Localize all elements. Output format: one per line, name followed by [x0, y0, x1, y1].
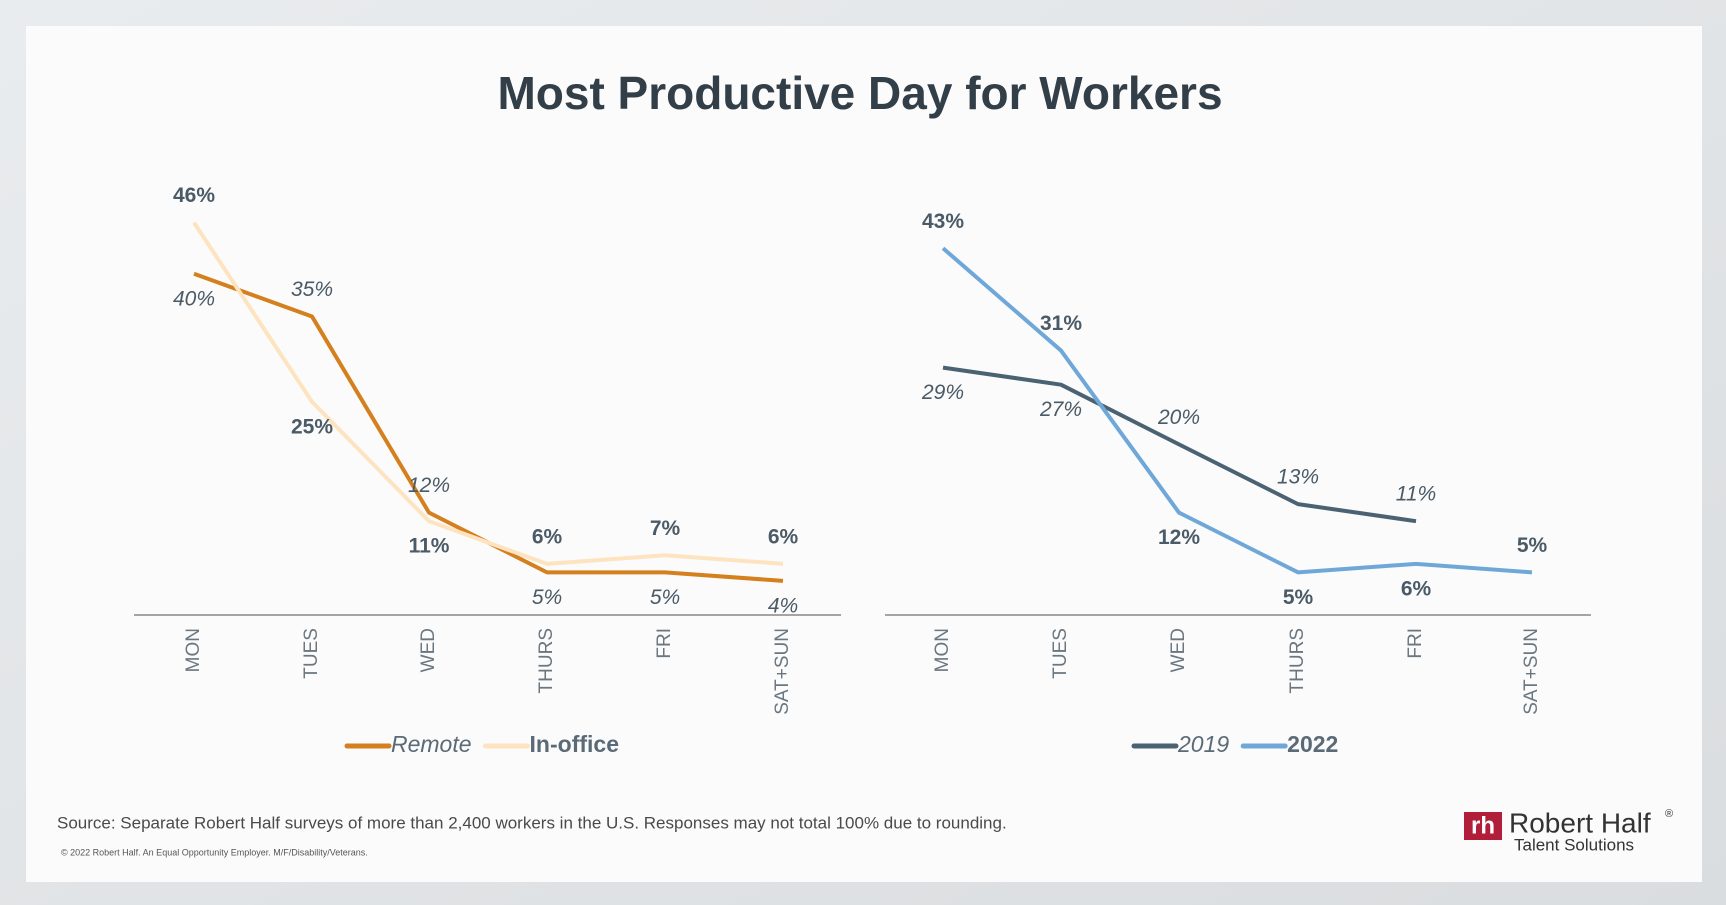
- data-label: 12%: [1158, 526, 1200, 549]
- data-label: 31%: [1040, 312, 1082, 335]
- legend-label: 2022: [1287, 731, 1338, 757]
- data-label: 6%: [532, 525, 563, 548]
- data-label: 27%: [1039, 398, 1082, 421]
- data-label: 4%: [768, 594, 798, 617]
- data-label: 46%: [173, 184, 215, 207]
- data-label: 40%: [173, 287, 215, 310]
- data-label: 5%: [1283, 586, 1314, 609]
- data-label: 25%: [291, 415, 333, 438]
- legend-label: 2019: [1177, 731, 1229, 757]
- source: Source: Separate Robert Half surveys of …: [57, 813, 1007, 832]
- x-tick-label: MON: [183, 628, 204, 672]
- x-tick-label: FRI: [1405, 628, 1426, 659]
- data-label: 12%: [408, 474, 450, 497]
- logo-registered: ®: [1665, 808, 1673, 820]
- data-label: 6%: [768, 525, 799, 548]
- data-label: 11%: [1396, 483, 1436, 506]
- legend-label: Remote: [391, 731, 472, 757]
- x-tick-label: THURS: [1287, 628, 1308, 693]
- data-label: 6%: [1401, 577, 1432, 600]
- data-label: 13%: [1277, 466, 1319, 489]
- logo-mark: rh: [1471, 812, 1495, 839]
- series-line: [192, 221, 784, 566]
- series-line: [941, 246, 1533, 575]
- x-tick-label: SAT+SUN: [1521, 628, 1542, 715]
- series-line: [942, 365, 1417, 524]
- x-tick-label: WED: [1168, 628, 1189, 672]
- data-label: 5%: [1517, 534, 1548, 557]
- data-label: 7%: [650, 517, 681, 540]
- data-label: 43%: [922, 210, 964, 233]
- data-label: 5%: [532, 586, 562, 609]
- data-label: 11%: [409, 535, 450, 558]
- data-label: 29%: [921, 381, 964, 404]
- x-tick-label: THURS: [536, 628, 557, 693]
- logo-tagline: Talent Solutions: [1514, 835, 1634, 854]
- x-tick-label: WED: [418, 628, 439, 672]
- logo-box: [1464, 812, 1502, 840]
- card: [26, 26, 1702, 882]
- logo-name: Robert Half: [1509, 807, 1651, 838]
- x-tick-label: FRI: [654, 628, 675, 659]
- x-tick-label: MON: [932, 628, 953, 672]
- x-tick-label: TUES: [301, 628, 322, 679]
- data-label: 5%: [650, 586, 680, 609]
- x-tick-label: TUES: [1050, 628, 1071, 679]
- title: Most Productive Day for Workers: [497, 67, 1222, 119]
- data-label: 35%: [291, 278, 333, 301]
- legend-label: In-office: [530, 731, 619, 757]
- copyright: © 2022 Robert Half. An Equal Opportunity…: [61, 847, 368, 857]
- data-label: 20%: [1157, 406, 1200, 429]
- x-tick-label: SAT+SUN: [772, 628, 793, 715]
